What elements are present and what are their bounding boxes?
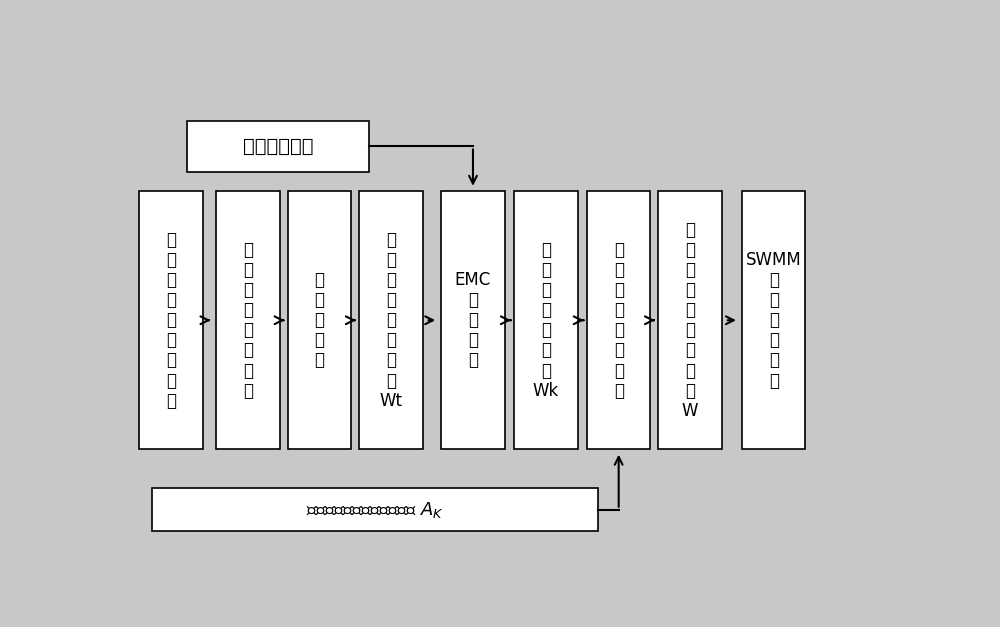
Bar — [187, 121, 369, 172]
Bar — [658, 191, 722, 450]
Text: 污
染
物
加
权
平
均
浓
度
W: 污 染 物 加 权 平 均 浓 度 W — [682, 221, 698, 419]
Text: EMC
加
权
平
均: EMC 加 权 平 均 — [455, 271, 491, 369]
Bar — [288, 191, 351, 450]
Bar — [152, 488, 598, 532]
Text: 研究区域不同下垫面的面积 $A_K$: 研究区域不同下垫面的面积 $A_K$ — [306, 500, 444, 520]
Text: 各
时
段
污
染
物
浓
度
Wt: 各 时 段 污 染 物 浓 度 Wt — [379, 231, 402, 409]
Bar — [216, 191, 280, 450]
Text: 自
动
雨
水
径
流
采
样
器: 自 动 雨 水 径 流 采 样 器 — [166, 231, 176, 409]
Text: 污
染
物
平
均
浓
度
Wk: 污 染 物 平 均 浓 度 Wk — [533, 241, 559, 399]
Bar — [359, 191, 423, 450]
Bar — [587, 191, 650, 450]
Text: 各
下
垫
面
加
权
平
均: 各 下 垫 面 加 权 平 均 — [614, 241, 624, 399]
Bar — [441, 191, 505, 450]
Bar — [139, 191, 202, 450]
Text: 污
染
物
检
测: 污 染 物 检 测 — [315, 271, 325, 369]
Bar — [742, 191, 805, 450]
Bar — [514, 191, 578, 450]
Text: 降雨强度资料: 降雨强度资料 — [243, 137, 313, 156]
Text: 地
表
径
流
样
品
采
集: 地 表 径 流 样 品 采 集 — [243, 241, 253, 399]
Text: SWMM
水
质
冲
刷
模
型: SWMM 水 质 冲 刷 模 型 — [746, 251, 802, 389]
